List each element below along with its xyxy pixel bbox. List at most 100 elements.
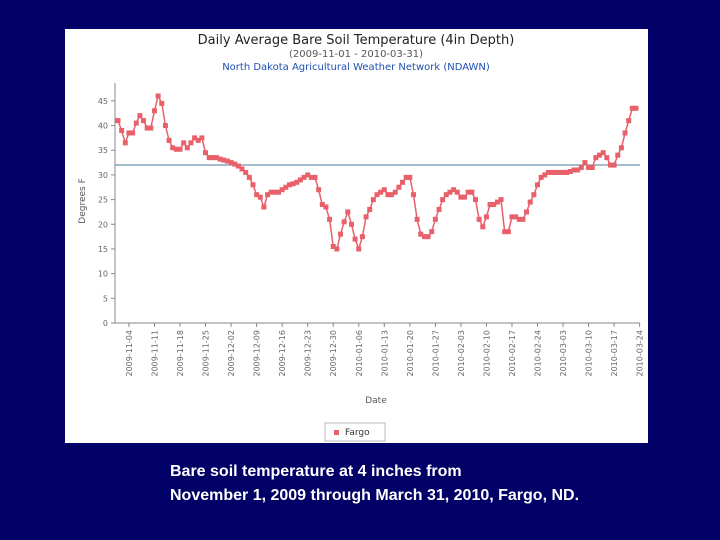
x-tick-label: 2010-03-17: [610, 330, 619, 377]
data-point: [126, 130, 132, 136]
data-point: [243, 169, 249, 175]
data-point: [560, 169, 566, 175]
data-point: [338, 231, 344, 237]
x-tick-label: 2009-11-04: [125, 330, 134, 377]
data-point: [359, 234, 365, 240]
data-point: [476, 216, 482, 222]
y-tick-label: 20: [98, 220, 108, 229]
data-point: [217, 156, 223, 162]
data-point: [542, 172, 548, 178]
data-point: [177, 146, 183, 152]
data-point: [505, 229, 511, 235]
y-tick-label: 0: [103, 319, 108, 328]
data-point: [312, 174, 318, 180]
data-point: [410, 192, 416, 198]
data-point: [400, 179, 406, 185]
data-point: [549, 169, 555, 175]
y-axis: 0 5 10 15 20 25 30 35 40 45: [98, 83, 116, 328]
data-point: [443, 192, 449, 198]
x-tick-label: 2010-01-06: [355, 330, 364, 377]
data-point: [480, 224, 486, 230]
legend-label: Fargo: [345, 428, 370, 438]
data-point: [151, 108, 157, 114]
data-point: [166, 137, 172, 143]
y-tick-label: 5: [103, 294, 108, 303]
data-point: [622, 130, 628, 136]
x-tick-label: 2010-02-17: [508, 330, 517, 377]
data-point: [629, 105, 635, 111]
data-point: [348, 221, 354, 227]
data-point: [148, 125, 154, 131]
caption-line-2: November 1, 2009 through March 31, 2010,…: [170, 487, 580, 504]
data-point: [115, 118, 121, 124]
data-point: [327, 216, 333, 222]
data-point: [618, 145, 624, 151]
data-point: [133, 120, 139, 126]
legend-box: [324, 422, 386, 442]
data-point: [301, 174, 307, 180]
x-tick-label: 2009-12-30: [329, 330, 338, 377]
data-point: [195, 137, 201, 143]
data-point: [421, 234, 427, 240]
x-axis: 2009-11-04 2009-11-11 2009-11-18 2009-11-25…: [115, 322, 645, 377]
data-point: [224, 158, 230, 164]
data-point: [374, 192, 380, 198]
data-point: [173, 146, 179, 152]
data-point: [575, 167, 581, 173]
data-point: [155, 93, 161, 99]
data-point: [451, 187, 457, 193]
data-point: [545, 169, 551, 175]
data-point: [356, 246, 362, 252]
data-point: [611, 162, 617, 168]
data-point: [454, 189, 460, 195]
data-point: [589, 165, 595, 171]
y-tick-label: 25: [98, 196, 108, 205]
soil-temperature-chart: Daily Average Bare Soil Temperature (4in…: [78, 33, 645, 442]
caption-line-1: Bare soil temperature at 4 inches from: [170, 463, 462, 480]
x-tick-label: 2009-12-16: [278, 330, 287, 377]
data-point: [246, 174, 252, 180]
data-point: [345, 209, 351, 215]
data-point: [396, 184, 402, 190]
data-point: [392, 189, 398, 195]
data-point: [414, 216, 420, 222]
data-point: [462, 194, 468, 200]
data-point: [604, 155, 610, 161]
data-point: [498, 197, 504, 203]
data-point: [279, 187, 285, 193]
data-point: [535, 182, 541, 188]
data-point: [319, 202, 325, 208]
data-point: [567, 168, 573, 174]
data-point: [276, 189, 282, 195]
data-point: [556, 169, 562, 175]
data-point: [483, 214, 489, 220]
data-point: [250, 182, 256, 188]
data-point: [553, 169, 559, 175]
data-point: [633, 105, 639, 111]
data-point: [228, 160, 234, 166]
data-point: [294, 179, 300, 185]
data-point: [257, 194, 263, 200]
data-point: [254, 192, 260, 198]
data-point: [308, 174, 314, 180]
data-point: [286, 182, 292, 188]
data-point: [159, 100, 165, 106]
data-point: [586, 165, 592, 171]
x-tick-label: 2010-02-03: [457, 330, 466, 377]
data-point: [130, 130, 136, 136]
y-tick-label: 15: [98, 245, 108, 254]
x-axis-label: Date: [365, 396, 387, 406]
data-point: [283, 184, 289, 190]
data-point: [385, 192, 391, 198]
data-point: [261, 204, 267, 210]
y-tick-label: 45: [98, 97, 108, 106]
data-point: [316, 187, 322, 193]
data-point: [564, 169, 570, 175]
data-point: [407, 174, 413, 180]
data-point: [235, 163, 241, 169]
data-point: [418, 231, 424, 237]
x-tick-label: 2009-11-18: [176, 330, 185, 377]
data-point: [363, 214, 369, 220]
data-point: [429, 229, 435, 235]
data-point: [305, 172, 311, 178]
